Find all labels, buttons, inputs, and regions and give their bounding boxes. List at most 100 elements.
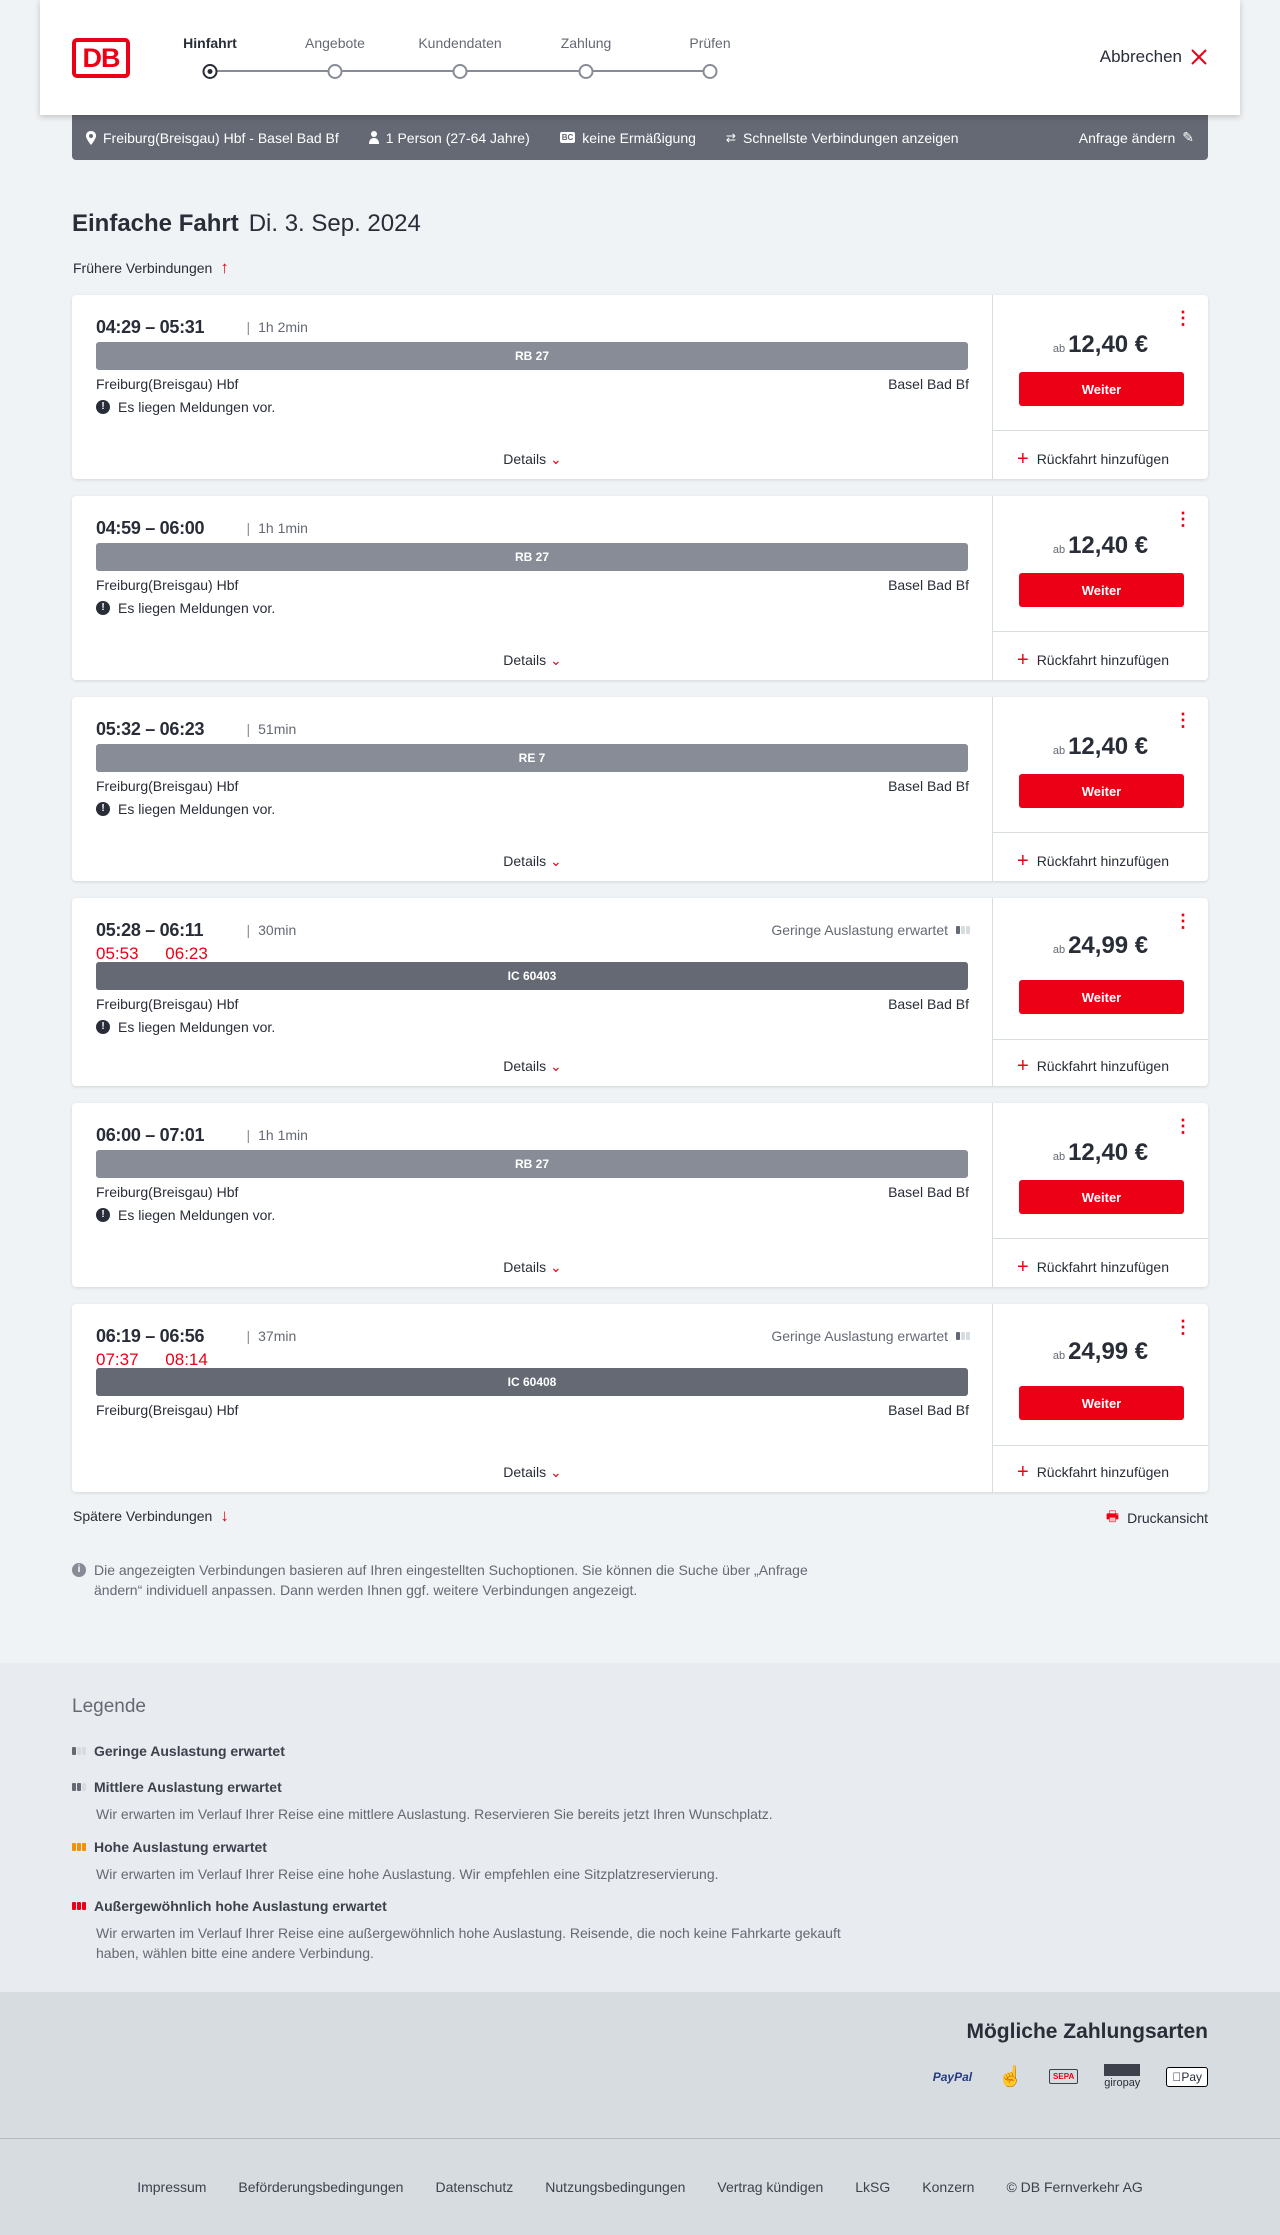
price-prefix: ab	[1052, 1151, 1066, 1163]
connection-time: 05:32 – 06:23	[96, 719, 205, 739]
footer-link[interactable]: Nutzungsbedingungen	[545, 2179, 686, 2195]
separator: |	[246, 1328, 251, 1344]
db-logo[interactable]: DB	[72, 38, 130, 78]
continue-button[interactable]: Weiter	[1019, 980, 1184, 1014]
price: ab 12,40 €	[993, 733, 1208, 761]
occupancy-info: Geringe Auslastung erwartet	[771, 1328, 970, 1344]
add-return-button[interactable]: + Rückfahrt hinzufügen	[1017, 449, 1169, 469]
print-view-link[interactable]: 🖶 Druckansicht	[1106, 1506, 1208, 1530]
giropay-icon: giropay	[1104, 2064, 1141, 2089]
more-options-icon[interactable]: ⋮	[1174, 509, 1192, 529]
add-return-button[interactable]: + Rückfahrt hinzufügen	[1017, 1056, 1169, 1076]
change-request-button[interactable]: Anfrage ändern ✎	[1079, 129, 1194, 146]
separator: |	[246, 922, 251, 938]
train-bar[interactable]: RE 7	[96, 744, 968, 772]
earlier-connections-link[interactable]: Frühere Verbindungen ↑	[73, 258, 229, 278]
arrow-down-icon: ↓	[220, 1506, 229, 1525]
discount-info: BC keine Ermäßigung	[559, 130, 696, 146]
connection-duration: | 1h 1min	[239, 520, 308, 536]
add-return-label: Rückfahrt hinzufügen	[1036, 451, 1169, 467]
messages-notice: ! Es liegen Meldungen vor.	[96, 1207, 275, 1223]
continue-button[interactable]: Weiter	[1019, 774, 1184, 808]
divider	[993, 1238, 1208, 1239]
price-prefix: ab	[1052, 745, 1066, 757]
occupancy-level-3-icon	[72, 1843, 86, 1851]
more-options-icon[interactable]: ⋮	[1174, 710, 1192, 730]
duration-text: 37min	[258, 1328, 297, 1344]
continue-button[interactable]: Weiter	[1019, 1386, 1184, 1420]
price-prefix: ab	[1052, 1350, 1066, 1362]
price: ab 12,40 €	[993, 331, 1208, 359]
more-options-icon[interactable]: ⋮	[1174, 911, 1192, 931]
more-options-icon[interactable]: ⋮	[1174, 1116, 1192, 1136]
details-toggle[interactable]: Details ⌄	[72, 1259, 993, 1276]
header: DB Abbrechen Hinfahrt Angebote Kundendaten…	[40, 0, 1240, 115]
printer-icon: 🖶	[1105, 1508, 1120, 1524]
train-bar[interactable]: IC 60408	[96, 1368, 968, 1396]
later-connections-link[interactable]: Spätere Verbindungen ↓	[73, 1506, 229, 1526]
step-label-prüfen: Prüfen	[689, 35, 731, 51]
footer-link[interactable]: LkSG	[855, 2179, 891, 2195]
route-text: Freiburg(Breisgau) Hbf - Basel Bad Bf	[103, 129, 339, 146]
add-return-label: Rückfahrt hinzufügen	[1036, 1259, 1169, 1275]
details-toggle[interactable]: Details ⌄	[72, 1464, 993, 1481]
divider	[993, 1039, 1208, 1040]
train-bar[interactable]: RB 27	[96, 1150, 968, 1178]
delayed-departure: 05:53	[96, 944, 139, 963]
connection-divider	[72, 1304, 993, 1492]
add-return-button[interactable]: + Rückfahrt hinzufügen	[1017, 1462, 1169, 1482]
messages-text: Es liegen Meldungen vor.	[118, 1207, 276, 1223]
continue-button[interactable]: Weiter	[1019, 573, 1184, 607]
legend-item-title: Mittlere Auslastung erwartet	[72, 1779, 282, 1795]
price-value: 24,99 €	[1068, 1338, 1149, 1365]
details-label: Details	[503, 652, 547, 668]
price-value: 12,40 €	[1068, 331, 1149, 358]
exclamation-icon: !	[96, 1020, 110, 1034]
continue-button[interactable]: Weiter	[1019, 372, 1184, 406]
footer-link[interactable]: Beförderungsbedingungen	[238, 2179, 404, 2195]
delayed-arrival: 08:14	[165, 1350, 208, 1369]
divider	[993, 1445, 1208, 1446]
add-return-button[interactable]: + Rückfahrt hinzufügen	[1017, 850, 1169, 872]
details-toggle[interactable]: Details ⌄	[72, 652, 993, 669]
paypal-icon: PayPal	[932, 2069, 973, 2084]
separator: |	[246, 721, 251, 737]
price-prefix: ab	[1052, 944, 1066, 956]
more-options-icon[interactable]: ⋮	[1174, 1317, 1192, 1337]
train-bar[interactable]: IC 60403	[96, 962, 968, 990]
plus-icon: +	[1017, 850, 1029, 872]
messages-text: Es liegen Meldungen vor.	[118, 399, 276, 415]
train-bar[interactable]: RB 27	[96, 543, 968, 571]
price-value: 12,40 €	[1068, 1139, 1149, 1166]
train-bar[interactable]: RB 27	[96, 342, 968, 370]
payment-title: Mögliche Zahlungsarten	[966, 2020, 1208, 2043]
connection-time: 06:00 – 07:01	[96, 1125, 205, 1145]
footer-link[interactable]: Vertrag kündigen	[717, 2179, 824, 2195]
details-toggle[interactable]: Details ⌄	[72, 1058, 993, 1075]
price: ab 12,40 €	[993, 1139, 1208, 1167]
connection-time: 04:29 – 05:31	[96, 317, 205, 337]
cancel-button[interactable]: Abbrechen	[1100, 47, 1208, 67]
more-options-icon[interactable]: ⋮	[1174, 308, 1192, 328]
legend-section: Legende Geringe Auslastung erwartet Mittl…	[0, 1663, 1280, 1992]
footer-link[interactable]: © DB Fernverkehr AG	[1006, 2179, 1143, 2195]
add-return-button[interactable]: + Rückfahrt hinzufügen	[1017, 1257, 1169, 1277]
traveller-info: 1 Person (27-64 Jahre)	[368, 130, 530, 146]
details-label: Details	[503, 1464, 547, 1480]
details-toggle[interactable]: Details ⌄	[72, 451, 993, 468]
details-toggle[interactable]: Details ⌄	[72, 853, 993, 870]
footer-link[interactable]: Konzern	[922, 2179, 975, 2195]
chevron-down-icon: ⌄	[546, 1058, 562, 1074]
later-label: Spätere Verbindungen	[73, 1508, 213, 1524]
connection-duration: | 1h 1min	[239, 1127, 308, 1143]
footer-link[interactable]: Impressum	[137, 2179, 207, 2195]
price: ab 12,40 €	[993, 532, 1208, 560]
details-label: Details	[503, 1058, 547, 1074]
add-return-button[interactable]: + Rückfahrt hinzufügen	[1017, 649, 1169, 671]
separator: |	[246, 520, 251, 536]
footer-link[interactable]: Datenschutz	[435, 2179, 514, 2195]
occupancy-text: Geringe Auslastung erwartet	[771, 1328, 948, 1344]
continue-button[interactable]: Weiter	[1019, 1180, 1184, 1214]
divider	[993, 631, 1208, 632]
plus-icon: +	[1017, 649, 1029, 671]
